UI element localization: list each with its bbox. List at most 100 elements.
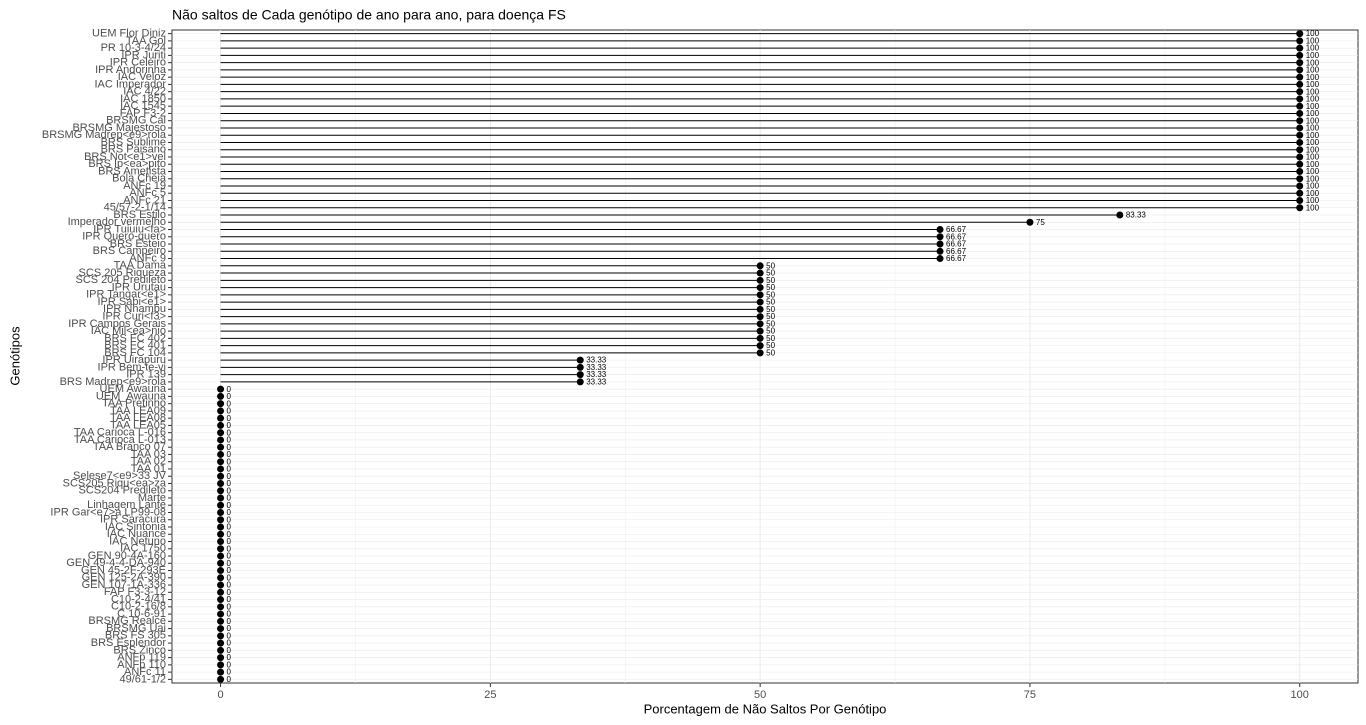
dot [756, 320, 764, 328]
y-tick-label: FAP F3-2 [120, 107, 166, 119]
data-label: 0 [227, 515, 232, 524]
data-label: 0 [227, 646, 232, 655]
data-label: 0 [227, 668, 232, 677]
data-label: 100 [1306, 95, 1320, 104]
y-tick-label: IPR Juriti [121, 49, 166, 61]
data-label: 0 [227, 537, 232, 546]
data-label: 100 [1306, 73, 1320, 82]
data-label: 50 [766, 276, 775, 285]
y-tick-label: IAC 1750 [120, 543, 166, 555]
data-label: 0 [227, 602, 232, 611]
dot [756, 276, 764, 284]
y-tick-label: IAC Nuance [107, 528, 166, 540]
dot [217, 675, 225, 683]
x-tick-label: 0 [217, 689, 223, 701]
dot [1296, 197, 1304, 205]
data-label: 50 [766, 283, 775, 292]
data-label: 75 [1036, 218, 1045, 227]
dot [217, 603, 225, 611]
data-label: 0 [227, 573, 232, 582]
data-label: 0 [227, 631, 232, 640]
dot [217, 639, 225, 647]
y-tick-label: SCS204 Predileto [79, 485, 166, 497]
dot [1296, 80, 1304, 88]
y-tick-label: SCS 205 Riqueza [79, 267, 167, 279]
y-tick-label: TAA LEA09 [110, 405, 166, 417]
dot [1296, 182, 1304, 190]
dot [217, 559, 225, 567]
data-label: 50 [766, 290, 775, 299]
dot [217, 545, 225, 553]
y-tick-label: TAA Pretinho [102, 398, 166, 410]
data-label: 0 [227, 494, 232, 503]
data-label: 0 [227, 414, 232, 423]
dot [1296, 95, 1304, 103]
y-tick-label: Imperador vermelho [68, 216, 166, 228]
dot [217, 472, 225, 480]
dot [217, 414, 225, 422]
data-label: 0 [227, 508, 232, 517]
dot [1296, 153, 1304, 161]
data-label: 33.33 [586, 356, 607, 365]
dot [756, 284, 764, 292]
y-tick-label: IPR Nhambu [103, 303, 166, 315]
data-label: 0 [227, 660, 232, 669]
data-label: 0 [227, 486, 232, 495]
y-tick-label: ANFc 9 [129, 252, 166, 264]
data-label: 0 [227, 501, 232, 510]
y-tick-label: GEN 49-4-4-DA-940 [66, 557, 166, 569]
dot [217, 581, 225, 589]
dot [1026, 218, 1034, 226]
dot [217, 458, 225, 466]
dot [1296, 146, 1304, 154]
data-label: 0 [227, 421, 232, 430]
y-tick-label: TAA LEA05 [110, 419, 166, 431]
y-tick-label: GEN 45-2F-293E [81, 564, 166, 576]
y-tick-label: IPR Celeiro [110, 57, 166, 69]
y-tick-label: ANFp 110 [117, 659, 166, 671]
data-label: 0 [227, 428, 232, 437]
y-tick-label: IPR Andorinha [95, 64, 167, 76]
data-label: 100 [1306, 109, 1320, 118]
data-label: 100 [1306, 145, 1320, 154]
dot [217, 574, 225, 582]
data-label: 100 [1306, 174, 1320, 183]
y-tick-label: IAC Veloz [118, 71, 166, 83]
y-tick-label: TAA Carioca L-016 [74, 427, 166, 439]
data-label: 50 [766, 298, 775, 307]
y-tick-label: GEN 107-1A-336 [82, 579, 166, 591]
dot [217, 487, 225, 495]
dot [1116, 211, 1124, 219]
data-label: 66.67 [946, 247, 967, 256]
y-tick-label: BRS Ametista [98, 165, 167, 177]
y-tick-label: Selese7<e9>33 JV [73, 470, 167, 482]
data-label: 0 [227, 443, 232, 452]
y-tick-label: BRS Esplendor [91, 637, 167, 649]
y-tick-label: SCS 204 Predileto [76, 274, 167, 286]
dot [1296, 30, 1304, 38]
data-label: 100 [1306, 116, 1320, 125]
dot [756, 291, 764, 299]
dot [217, 407, 225, 415]
dot [936, 247, 944, 255]
y-tick-label: BRS Estilo [113, 209, 166, 221]
y-tick-label: IAC Sintonia [105, 521, 167, 533]
chart-title: Não saltos de Cada genótipo de ano para … [172, 7, 566, 23]
dot [217, 400, 225, 408]
data-label: 100 [1306, 131, 1320, 140]
dot [1296, 189, 1304, 197]
data-label: 0 [227, 595, 232, 604]
dot [217, 421, 225, 429]
y-tick-label: BRS FC 104 [104, 347, 166, 359]
data-label: 0 [227, 675, 232, 684]
y-tick-label: IAC Imperador [94, 78, 166, 90]
y-tick-label: UEM Awauna [100, 383, 167, 395]
dot [1296, 59, 1304, 67]
data-label: 0 [227, 624, 232, 633]
data-label: 0 [227, 639, 232, 648]
data-label: 50 [766, 348, 775, 357]
data-label: 100 [1306, 203, 1320, 212]
y-tick-label: BRSMG Madrep<e9>rola [42, 129, 167, 141]
